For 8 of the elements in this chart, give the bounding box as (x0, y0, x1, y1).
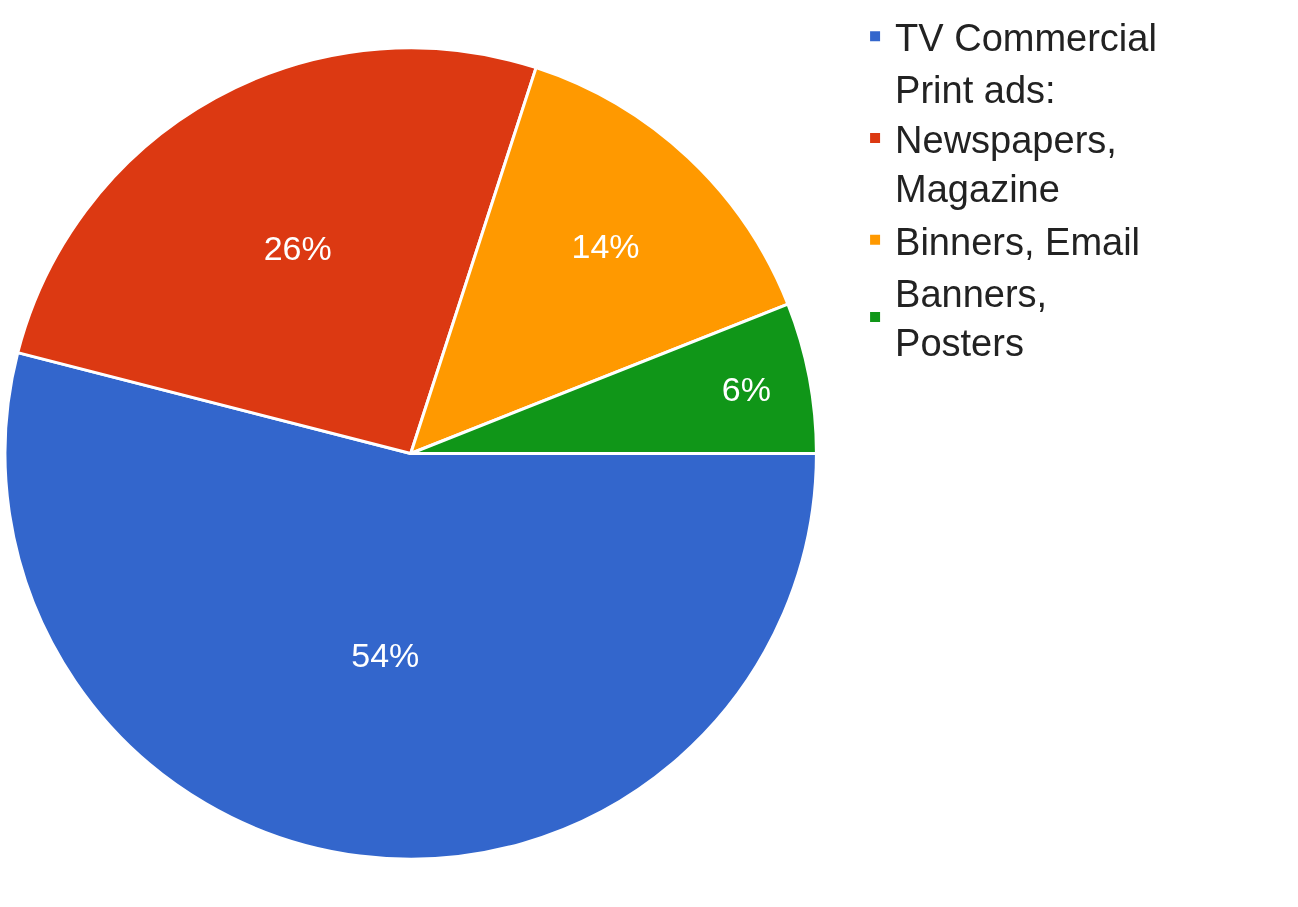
data-label: 6% (721, 370, 771, 409)
data-label: 26% (263, 228, 332, 267)
data-label: 54% (351, 635, 420, 674)
legend-label: TV Commercial (895, 17, 1157, 60)
legend-label: Banners, Posters (895, 273, 1048, 365)
legend-label: Binners, Email (895, 220, 1141, 263)
legend-label: Print ads: Newspapers, Magazine (895, 69, 1117, 211)
data-label: 14% (571, 227, 640, 266)
